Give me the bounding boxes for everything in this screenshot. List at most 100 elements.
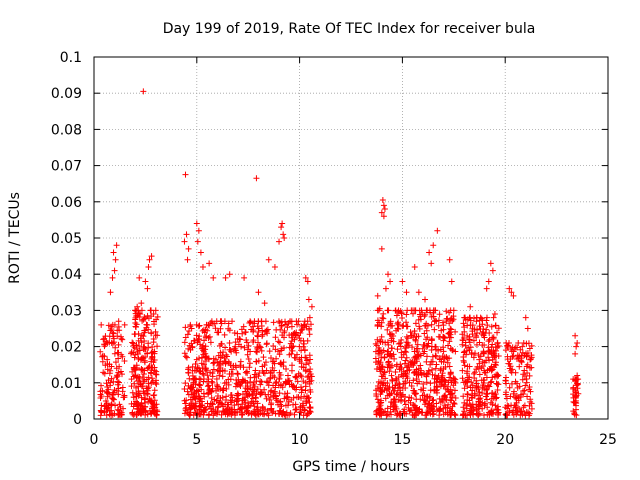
data-point [306, 399, 313, 406]
data-point [460, 412, 467, 419]
data-point [447, 397, 454, 404]
data-point [205, 382, 212, 389]
data-point [99, 353, 106, 360]
data-point [307, 389, 314, 396]
data-point [118, 335, 125, 342]
data-point [411, 327, 418, 334]
data-point [227, 362, 234, 369]
data-point [377, 379, 384, 386]
data-point [186, 327, 193, 334]
data-point [476, 398, 483, 405]
data-point [184, 256, 191, 263]
data-point [428, 337, 435, 344]
data-point [411, 263, 418, 270]
data-point [207, 405, 214, 412]
data-point [382, 375, 389, 382]
data-point [502, 377, 509, 384]
data-point [421, 322, 428, 329]
data-point [528, 400, 535, 407]
data-point [270, 319, 277, 326]
data-point [513, 403, 520, 410]
data-point [206, 387, 213, 394]
data-point [276, 390, 283, 397]
y-tick-labels: 0 0.01 0.02 0.03 0.04 0.05 0.06 0.07 0.08 0.09 0.1 [51, 50, 82, 428]
data-point [133, 374, 140, 381]
data-point [446, 256, 453, 263]
data-point [300, 324, 307, 331]
data-point [292, 331, 299, 338]
data-point [210, 274, 217, 281]
data-point [445, 342, 452, 349]
data-point [196, 322, 203, 329]
data-point [107, 379, 114, 386]
data-point [446, 309, 453, 316]
data-point [249, 391, 256, 398]
data-point [429, 366, 436, 373]
data-point [153, 412, 160, 419]
data-point [574, 380, 581, 387]
data-point [446, 320, 453, 327]
data-point [233, 349, 240, 356]
data-point [145, 263, 152, 270]
data-point [487, 260, 494, 267]
data-point [407, 329, 414, 336]
data-point [493, 380, 500, 387]
data-point [463, 402, 470, 409]
data-point [398, 371, 405, 378]
data-point [467, 303, 474, 310]
data-point [253, 349, 260, 356]
data-point [379, 387, 386, 394]
data-point [257, 378, 264, 385]
data-point [404, 339, 411, 346]
data-point [253, 358, 260, 365]
data-point [403, 364, 410, 371]
data-point [526, 412, 533, 419]
data-point [396, 384, 403, 391]
data-point [479, 342, 486, 349]
x-tick-labels: 0 5 10 15 20 25 [90, 432, 617, 448]
data-point [572, 332, 579, 339]
data-point [306, 326, 313, 333]
data-point [494, 387, 501, 394]
data-point [460, 349, 467, 356]
x-tick-label: 5 [192, 432, 201, 448]
data-point [571, 411, 578, 418]
data-point [459, 337, 466, 344]
data-point [504, 356, 511, 363]
y-tick-label: 0.1 [60, 50, 82, 66]
data-point [479, 389, 486, 396]
data-point [110, 249, 117, 256]
data-point [216, 372, 223, 379]
data-point [372, 348, 379, 355]
data-point [104, 360, 111, 367]
y-tick-label: 0.02 [51, 340, 82, 356]
data-point [193, 220, 200, 227]
data-point [276, 238, 283, 245]
data-point [237, 358, 244, 365]
data-point [446, 330, 453, 337]
data-point [183, 231, 190, 238]
data-point [386, 390, 393, 397]
data-point [294, 321, 301, 328]
data-point [273, 378, 280, 385]
data-point [406, 379, 413, 386]
data-point [144, 350, 151, 357]
data-point [109, 274, 116, 281]
data-point [154, 313, 161, 320]
data-point [271, 367, 278, 374]
data-point [112, 256, 119, 263]
data-point [491, 311, 498, 318]
data-point [232, 409, 239, 416]
data-point [205, 376, 212, 383]
data-point [209, 370, 216, 377]
data-point [378, 245, 385, 252]
data-point [435, 405, 442, 412]
data-point [442, 404, 449, 411]
data-point [189, 363, 196, 370]
data-point [377, 391, 384, 398]
data-point [245, 355, 252, 362]
data-point [114, 372, 121, 379]
data-point [244, 400, 251, 407]
data-point [218, 341, 225, 348]
data-point [148, 329, 155, 336]
